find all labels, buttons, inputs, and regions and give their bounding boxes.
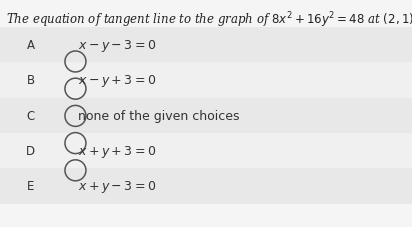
Text: $x-y+3=0$: $x-y+3=0$ (78, 73, 157, 89)
Text: E: E (27, 180, 35, 193)
Text: $x+y+3=0$: $x+y+3=0$ (78, 143, 157, 159)
FancyBboxPatch shape (0, 63, 412, 98)
FancyBboxPatch shape (0, 133, 412, 168)
Text: A: A (27, 39, 35, 52)
FancyBboxPatch shape (0, 28, 412, 63)
Text: B: B (27, 74, 35, 87)
Text: D: D (26, 144, 35, 158)
Text: C: C (27, 109, 35, 122)
Text: $x-y-3=0$: $x-y-3=0$ (78, 37, 157, 53)
FancyBboxPatch shape (0, 98, 412, 133)
FancyBboxPatch shape (0, 168, 412, 204)
Text: $x+y-3=0$: $x+y-3=0$ (78, 178, 157, 194)
Text: none of the given choices: none of the given choices (78, 109, 240, 122)
Text: The equation of tangent line to the graph of $8x^2+ 16y^2=48$ at $(2,1)$ is: The equation of tangent line to the grap… (6, 10, 412, 30)
